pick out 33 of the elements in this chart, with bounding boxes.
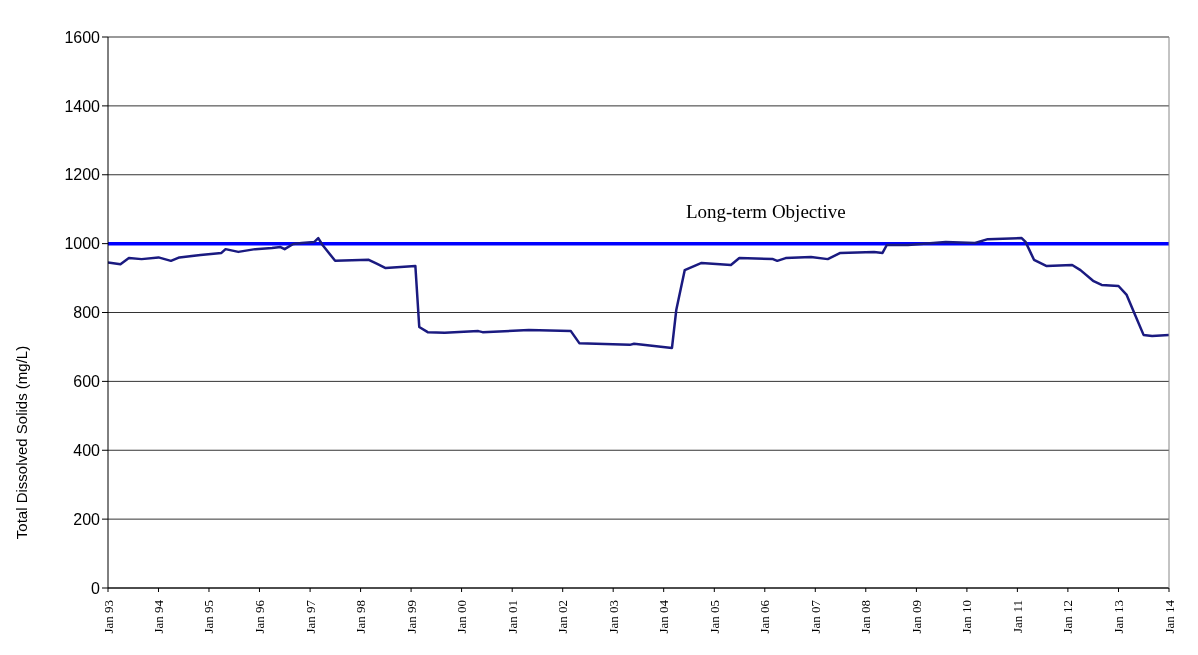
x-tick-label: Jan 97: [302, 599, 318, 634]
x-tick-label: Jan 00: [454, 600, 470, 634]
x-tick-label: Jan 99: [403, 600, 419, 634]
x-tick-label: Jan 08: [858, 600, 874, 634]
x-tick-label: Jan 94: [150, 599, 166, 634]
x-tick-label: Jan 10: [959, 600, 975, 634]
y-tick-label: 1600: [64, 28, 101, 46]
y-tick-label: 400: [73, 441, 101, 459]
x-tick-label: Jan 98: [353, 600, 369, 634]
y-tick-label: 200: [73, 510, 101, 528]
x-tick-label: Jan 02: [555, 600, 571, 634]
x-tick-label: Jan 14: [1161, 599, 1177, 634]
y-tick-label: 0: [91, 579, 101, 597]
x-tick-label: Jan 01: [504, 600, 520, 634]
y-tick-label: 1200: [64, 166, 101, 184]
x-tick-label: Jan 12: [1060, 600, 1076, 634]
y-tick-label: 1400: [64, 97, 101, 115]
x-tick-label: Jan 07: [807, 599, 823, 634]
y-axis-title: Total Dissolved Solids (mg/L): [13, 345, 31, 540]
x-tick-label: Jan 95: [201, 600, 217, 634]
x-tick-label: Jan 11: [1009, 600, 1025, 634]
x-tick-label: Jan 03: [605, 600, 621, 634]
x-tick-label: Jan 13: [1111, 600, 1127, 634]
x-tick-label: Jan 09: [908, 600, 924, 634]
ref-line-label: Long-term Objective: [685, 200, 846, 222]
y-tick-label: 800: [73, 304, 101, 322]
x-tick-label: Jan 05: [706, 600, 722, 634]
x-tick-label: Jan 93: [100, 600, 116, 634]
x-tick-label: Jan 96: [251, 599, 267, 634]
y-tick-label: 1000: [64, 235, 101, 253]
x-tick-label: Jan 04: [656, 599, 672, 634]
y-tick-label: 600: [73, 373, 101, 391]
x-tick-label: Jan 06: [757, 599, 773, 634]
